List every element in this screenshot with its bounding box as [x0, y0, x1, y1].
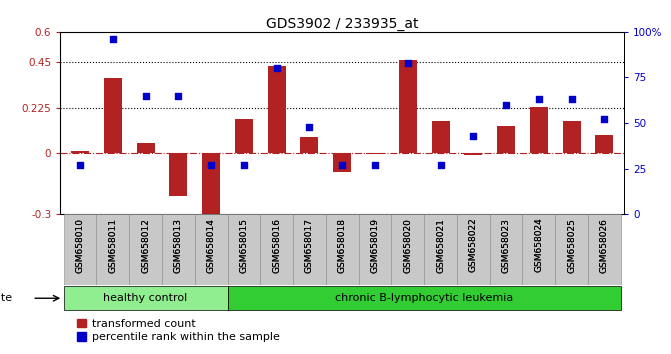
Point: [304, 124, 315, 130]
Text: GSM658021: GSM658021: [436, 218, 445, 273]
Text: GSM658020: GSM658020: [403, 218, 412, 273]
Bar: [227, 214, 260, 285]
Bar: [268, 66, 286, 153]
Text: GSM658018: GSM658018: [338, 218, 347, 273]
Bar: [464, 153, 482, 155]
Point: [107, 36, 118, 42]
Text: GSM658026: GSM658026: [600, 218, 609, 273]
Text: GSM658024: GSM658024: [534, 218, 544, 273]
Bar: [195, 214, 227, 285]
Point: [533, 97, 544, 102]
Text: GSM658018: GSM658018: [338, 218, 347, 273]
Text: GSM658024: GSM658024: [534, 218, 544, 273]
Text: GSM658014: GSM658014: [207, 218, 215, 273]
Text: chronic B-lymphocytic leukemia: chronic B-lymphocytic leukemia: [335, 293, 513, 303]
Bar: [523, 214, 555, 285]
Bar: [227, 286, 621, 310]
Point: [238, 162, 249, 168]
Bar: [97, 214, 130, 285]
Text: GSM658025: GSM658025: [567, 218, 576, 273]
Text: GSM658015: GSM658015: [240, 218, 248, 273]
Bar: [130, 214, 162, 285]
Bar: [202, 153, 220, 214]
Text: GSM658023: GSM658023: [501, 218, 511, 273]
Text: GSM658012: GSM658012: [141, 218, 150, 273]
Bar: [104, 79, 122, 153]
Point: [271, 65, 282, 71]
Text: GSM658010: GSM658010: [76, 218, 85, 273]
Bar: [399, 60, 417, 153]
Text: GSM658017: GSM658017: [305, 218, 314, 273]
Bar: [595, 135, 613, 153]
Bar: [424, 214, 457, 285]
Title: GDS3902 / 233935_at: GDS3902 / 233935_at: [266, 17, 419, 31]
Bar: [162, 214, 195, 285]
Text: GSM658016: GSM658016: [272, 218, 281, 273]
Text: GSM658026: GSM658026: [600, 218, 609, 273]
Bar: [64, 214, 97, 285]
Point: [173, 93, 184, 98]
Point: [599, 116, 610, 122]
Point: [468, 133, 478, 139]
Bar: [490, 214, 523, 285]
Text: GSM658022: GSM658022: [469, 218, 478, 273]
Text: disease state: disease state: [0, 293, 13, 303]
Bar: [326, 214, 358, 285]
Bar: [391, 214, 424, 285]
Bar: [497, 126, 515, 153]
Bar: [431, 121, 450, 153]
Text: GSM658016: GSM658016: [272, 218, 281, 273]
Bar: [235, 119, 253, 153]
Text: GSM658013: GSM658013: [174, 218, 183, 273]
Text: GSM658019: GSM658019: [370, 218, 380, 273]
Text: GSM658011: GSM658011: [108, 218, 117, 273]
Bar: [555, 214, 588, 285]
Text: GSM658015: GSM658015: [240, 218, 248, 273]
Bar: [562, 121, 580, 153]
Text: GSM658020: GSM658020: [403, 218, 412, 273]
Point: [501, 102, 511, 108]
Point: [566, 97, 577, 102]
Text: GSM658014: GSM658014: [207, 218, 215, 273]
Bar: [358, 214, 391, 285]
Bar: [588, 214, 621, 285]
Bar: [169, 153, 187, 196]
Text: GSM658013: GSM658013: [174, 218, 183, 273]
Bar: [71, 152, 89, 153]
Point: [370, 162, 380, 168]
Point: [140, 93, 151, 98]
Point: [403, 60, 413, 66]
Point: [337, 162, 348, 168]
Point: [206, 162, 217, 168]
Bar: [301, 137, 319, 153]
Bar: [260, 214, 293, 285]
Text: GSM658010: GSM658010: [76, 218, 85, 273]
Text: GSM658023: GSM658023: [501, 218, 511, 273]
Bar: [293, 214, 326, 285]
Bar: [64, 286, 227, 310]
Bar: [366, 153, 384, 154]
Bar: [457, 214, 490, 285]
Bar: [137, 143, 154, 153]
Legend: transformed count, percentile rank within the sample: transformed count, percentile rank withi…: [77, 319, 280, 342]
Text: GSM658017: GSM658017: [305, 218, 314, 273]
Text: GSM658022: GSM658022: [469, 218, 478, 273]
Text: GSM658012: GSM658012: [141, 218, 150, 273]
Bar: [530, 107, 548, 153]
Point: [74, 162, 85, 168]
Point: [435, 162, 446, 168]
Text: GSM658021: GSM658021: [436, 218, 445, 273]
Text: GSM658011: GSM658011: [108, 218, 117, 273]
Text: GSM658025: GSM658025: [567, 218, 576, 273]
Text: GSM658019: GSM658019: [370, 218, 380, 273]
Bar: [333, 153, 351, 172]
Text: healthy control: healthy control: [103, 293, 188, 303]
